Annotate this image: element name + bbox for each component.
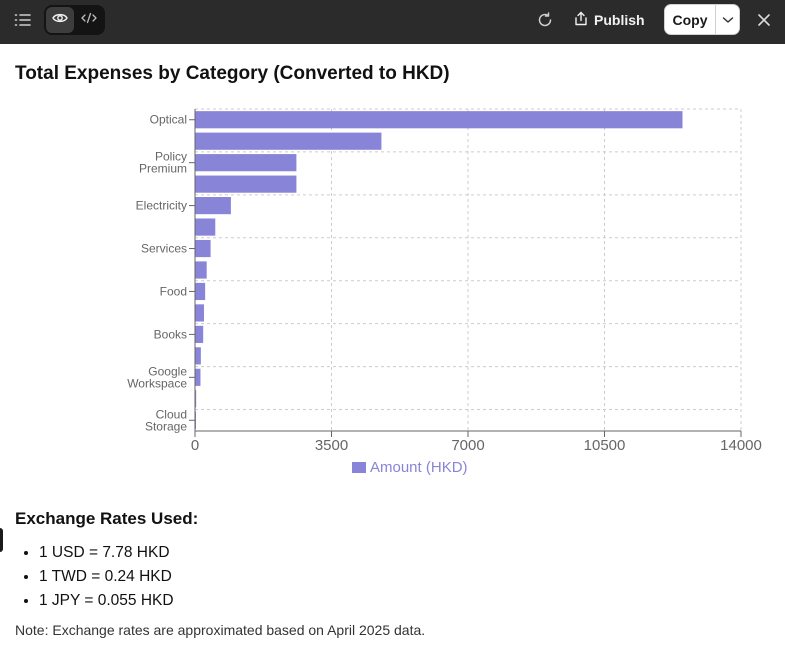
bar	[195, 197, 231, 215]
expenses-bar-chart: 0 3500 7000 10500 14000 Optical Policy Premium E…	[127, 108, 762, 476]
bar	[195, 261, 207, 279]
chevron-down-icon	[722, 11, 734, 29]
legend-label: Amount (HKD)	[370, 459, 468, 476]
rate-item: 1 USD = 7.78 HKD	[39, 541, 174, 565]
x-tick-label: 14000	[720, 437, 762, 454]
list-icon[interactable]	[12, 10, 34, 30]
x-tick-label: 0	[191, 437, 199, 454]
rate-item: 1 TWD = 0.24 HKD	[39, 565, 174, 589]
y-tick-label: Books	[154, 327, 187, 341]
y-tick-label: Google Workspace	[127, 364, 187, 390]
y-tick-label: Electricity	[136, 199, 187, 213]
refresh-icon[interactable]	[534, 10, 556, 30]
y-tick-label: Services	[141, 242, 187, 256]
side-handle[interactable]	[0, 528, 3, 552]
rate-item: 1 JPY = 0.055 HKD	[39, 589, 174, 613]
x-tick-label: 10500	[584, 437, 626, 454]
bar	[195, 347, 201, 365]
x-tick-label: 7000	[451, 437, 484, 454]
bar	[195, 368, 201, 386]
legend-swatch	[352, 462, 366, 473]
y-tick-label: Optical	[150, 113, 187, 127]
y-tick-label: Food	[160, 284, 187, 298]
bar	[195, 239, 211, 258]
rates-list: 1 USD = 7.78 HKD 1 TWD = 0.24 HKD 1 JPY …	[15, 541, 174, 613]
eye-icon	[52, 11, 68, 29]
bar	[195, 390, 197, 408]
bar	[195, 218, 216, 236]
top-toolbar: Publish Copy	[0, 0, 785, 44]
view-toggle	[44, 5, 105, 35]
page-title: Total Expenses by Category (Converted to…	[15, 63, 450, 84]
bar	[195, 154, 297, 172]
rates-note: Note: Exchange rates are approximated ba…	[15, 622, 426, 638]
bar	[195, 282, 206, 301]
copy-options-button[interactable]	[716, 5, 740, 34]
publish-button[interactable]: Publish	[574, 6, 645, 34]
y-tick-label: Cloud Storage	[145, 407, 187, 433]
share-icon	[574, 11, 588, 29]
bar	[195, 132, 382, 150]
code-icon	[81, 11, 97, 29]
x-tick-label: 3500	[315, 437, 348, 454]
bar	[195, 325, 204, 343]
bar	[195, 175, 297, 193]
y-tick-label: Policy Premium	[139, 150, 187, 176]
copy-divider	[715, 5, 716, 34]
bar	[195, 304, 204, 322]
publish-label: Publish	[594, 12, 645, 28]
close-icon[interactable]	[754, 10, 774, 30]
code-toggle[interactable]	[75, 7, 103, 33]
copy-button[interactable]: Copy	[672, 11, 708, 28]
copy-button-group: Copy	[664, 4, 740, 35]
bar	[195, 111, 683, 129]
rates-heading: Exchange Rates Used:	[15, 509, 199, 528]
preview-toggle[interactable]	[46, 7, 74, 33]
